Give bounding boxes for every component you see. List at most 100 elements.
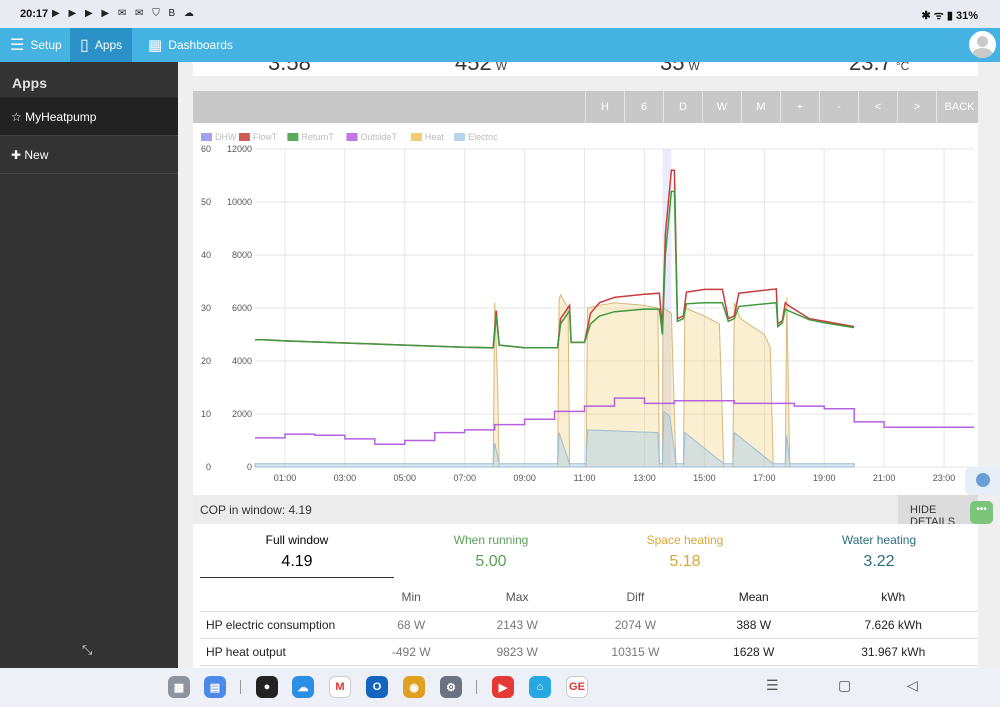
top-bar: ☰ Setup ▯ Apps ▦ Dashboards xyxy=(0,28,1000,62)
ge-app-icon[interactable]: GE xyxy=(566,676,588,698)
chart-button-w[interactable]: W xyxy=(702,91,741,123)
status-right-icons: ✱ ᯤ ▮ 31% xyxy=(921,10,979,22)
chart-toolbar: H 6 D W M + - < > BACK xyxy=(193,91,978,123)
outlook-icon[interactable]: O xyxy=(366,676,388,698)
y-right-tick-label: 12000 xyxy=(227,144,252,154)
legend-label: DHW xyxy=(215,132,237,142)
power-temperature-chart[interactable]: 0 0 10 2000 20 4000 30 6000 40 8000 50 10000 60 12000… xyxy=(193,123,978,495)
y-right-tick-label: 0 xyxy=(247,462,252,472)
y-right-tick-label: 10000 xyxy=(227,197,252,207)
tab-space-heating[interactable]: Space heating 5.18 xyxy=(646,533,724,570)
chart-button-6[interactable]: 6 xyxy=(624,91,663,123)
chrome-icon[interactable]: ◉ xyxy=(403,676,425,698)
cop-window-bar: COP in window: 4.19 HIDE DETAILS xyxy=(193,495,978,528)
y-right-tick-label: 8000 xyxy=(232,250,252,260)
setup-menu-button[interactable]: ☰ Setup xyxy=(0,28,72,62)
x-tick-label: 01:00 xyxy=(274,473,297,483)
y-left-tick-label: 20 xyxy=(201,356,211,366)
status-bar: 20:17 ▶ ▶ ▶ ▶ ✉ ✉ ⛉ B ☁ ✱ ᯤ ▮ 31% xyxy=(0,0,1000,28)
cop-window-value: 4.19 xyxy=(288,503,312,517)
y-left-tick-label: 50 xyxy=(201,197,211,207)
chart-button-next[interactable]: > xyxy=(897,91,936,123)
back-button[interactable]: ◁ xyxy=(907,677,918,693)
y-left-tick-label: 30 xyxy=(201,303,211,313)
legend-label: ReturnT xyxy=(301,132,334,142)
android-nav-bar: ▦ ▤ ● ☁ M O ◉ ⚙ ▶ ⌂ GE ☰ ▢ ◁ xyxy=(0,668,1000,707)
x-tick-label: 05:00 xyxy=(394,473,417,483)
chart-button-minus[interactable]: - xyxy=(819,91,858,123)
chart-button-d[interactable]: D xyxy=(663,91,702,123)
dashboard-icon: ▦ xyxy=(148,37,163,54)
sidebar-item-new[interactable]: ✚ New xyxy=(0,136,178,174)
table-row: HP heat output -492 W 9823 W 10315 W 162… xyxy=(200,638,978,666)
legend-label: Electric xyxy=(468,132,498,142)
sidebar-title: Apps xyxy=(0,62,178,98)
tab-water-heating[interactable]: Water heating 3.22 xyxy=(841,533,917,570)
camera-icon[interactable]: ● xyxy=(256,676,278,698)
legend-label: FlowT xyxy=(253,132,278,142)
gmail-icon[interactable]: M xyxy=(329,676,351,698)
stats-strip: 3.58 452 W 35 W 23.7 °C xyxy=(193,62,978,76)
cop-window-label: COP in window: 4.19 xyxy=(200,503,312,517)
lock-icon xyxy=(976,473,990,487)
chart-button-back[interactable]: BACK xyxy=(936,91,982,123)
chart-button-h[interactable]: H xyxy=(585,91,624,123)
tab-full-window[interactable]: Full window 4.19 xyxy=(200,524,394,578)
x-tick-label: 15:00 xyxy=(693,473,716,483)
legend-label: OutsideT xyxy=(361,132,398,142)
menu-icon: ☰ xyxy=(10,37,25,54)
home-assistant-icon[interactable]: ⌂ xyxy=(529,676,551,698)
x-tick-label: 07:00 xyxy=(453,473,476,483)
floating-more-button[interactable]: ••• xyxy=(970,501,993,524)
collapse-sidebar-icon[interactable]: ⤡ xyxy=(82,642,93,657)
files-icon[interactable]: ▤ xyxy=(204,676,226,698)
x-tick-label: 03:00 xyxy=(334,473,357,483)
x-tick-label: 21:00 xyxy=(873,473,896,483)
apps-grid-icon[interactable]: ▦ xyxy=(168,676,190,698)
y-right-tick-label: 6000 xyxy=(232,303,252,313)
chart-button-prev[interactable]: < xyxy=(858,91,897,123)
tablet-icon: ▯ xyxy=(80,37,89,54)
legend-swatch xyxy=(287,133,299,141)
outside-temp-line xyxy=(255,397,974,445)
dashboards-menu-button[interactable]: ▦ Dashboards xyxy=(138,28,243,62)
chart-button-plus[interactable]: + xyxy=(780,91,819,123)
more-icon: ••• xyxy=(976,504,987,515)
table-header-row: Min Max Diff Mean kWh xyxy=(200,584,978,612)
dashboards-label: Dashboards xyxy=(168,38,233,52)
y-left-tick-label: 10 xyxy=(201,409,211,419)
y-left-tick-label: 60 xyxy=(201,144,211,154)
notification-icons: ▶ ▶ ▶ ▶ ✉ ✉ ⛉ B ☁ xyxy=(52,8,197,19)
legend-swatch xyxy=(201,133,212,141)
electric-area xyxy=(254,410,855,468)
x-tick-label: 19:00 xyxy=(813,473,836,483)
apps-menu-button[interactable]: ▯ Apps xyxy=(70,28,133,62)
stat-electric: 35 W xyxy=(660,62,700,75)
dock-separator xyxy=(476,680,477,694)
chart-panel: H 6 D W M + - < > BACK 0 0 10 2000 20 4000 30 6000 40 8000… xyxy=(193,91,978,495)
recent-apps-button[interactable]: ☰ xyxy=(766,677,779,693)
settings-icon[interactable]: ⚙ xyxy=(440,676,462,698)
setup-label: Setup xyxy=(30,38,62,52)
youtube-icon[interactable]: ▶ xyxy=(492,676,514,698)
tab-when-running[interactable]: When running 5.00 xyxy=(453,533,529,570)
x-tick-label: 13:00 xyxy=(633,473,656,483)
status-time: 20:17 xyxy=(20,8,49,20)
legend-swatch xyxy=(454,133,466,141)
user-avatar[interactable] xyxy=(969,31,996,58)
legend-label: Heat xyxy=(425,132,445,142)
main-content: 3.58 452 W 35 W 23.7 °C H 6 D W M + - < > BACK 0 0 10 2… xyxy=(178,62,1000,668)
stat-cop: 3.58 xyxy=(268,62,311,75)
x-tick-label: 23:00 xyxy=(933,473,956,483)
chart-button-m[interactable]: M xyxy=(741,91,780,123)
weather-icon[interactable]: ☁ xyxy=(292,676,314,698)
legend-swatch xyxy=(238,133,250,141)
x-tick-label: 17:00 xyxy=(753,473,776,483)
return-temp-line xyxy=(255,190,855,349)
floating-lock-button[interactable] xyxy=(965,467,1000,495)
table-row: HP electric consumption 68 W 2143 W 2074… xyxy=(200,611,978,639)
sidebar-item-myheatpump[interactable]: ☆ MyHeatpump xyxy=(0,98,178,136)
home-button[interactable]: ▢ xyxy=(838,677,852,693)
sidebar: Apps ☆ MyHeatpump ✚ New ⤡ xyxy=(0,62,178,668)
y-right-tick-label: 2000 xyxy=(232,409,252,419)
